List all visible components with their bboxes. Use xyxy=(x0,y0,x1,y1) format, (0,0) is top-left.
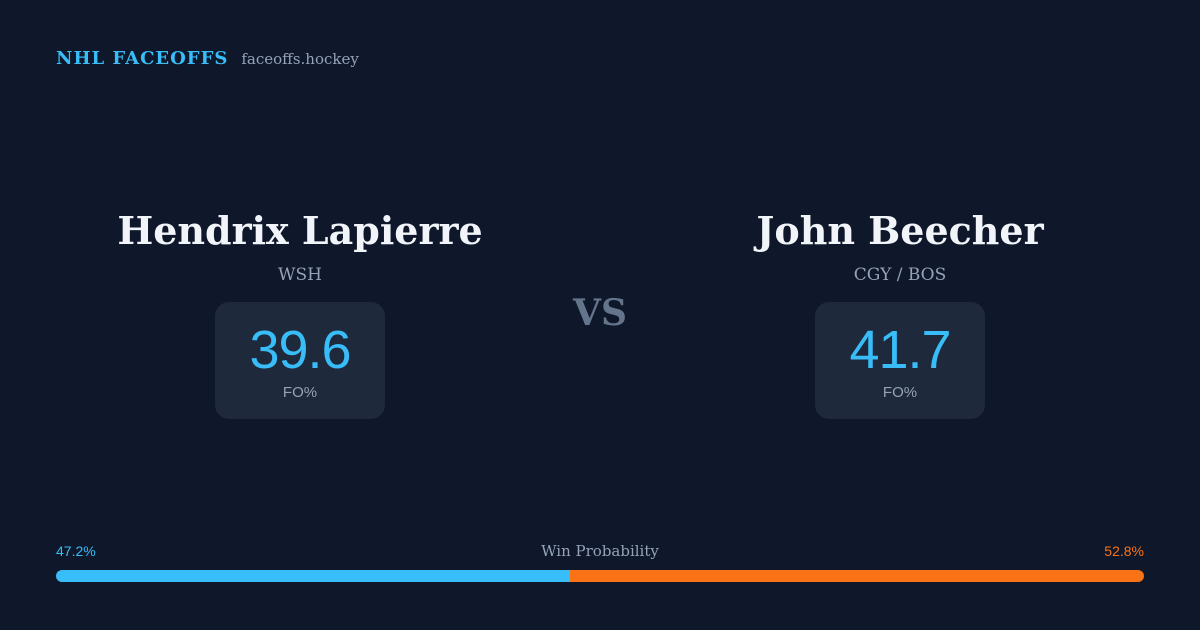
player-card: Hendrix Lapierre WSH 39.6 FO% xyxy=(0,203,600,419)
player-team: WSH xyxy=(278,265,322,285)
win-prob-label: 47.2% xyxy=(56,543,96,559)
versus: VS xyxy=(573,292,627,334)
player-name: John Beecher xyxy=(756,208,1044,253)
win-prob-segment xyxy=(569,570,1144,582)
brand: NHL FACEOFFS faceoffs.hockey xyxy=(56,48,359,69)
win-prob-segment xyxy=(56,570,570,582)
win-prob-label: 52.8% xyxy=(1104,543,1144,559)
faceoff-pct: 39.6 xyxy=(249,320,351,380)
brand-site: faceoffs.hockey xyxy=(241,50,359,68)
player-name: Hendrix Lapierre xyxy=(117,208,483,253)
player-card: John Beecher CGY / BOS 41.7 FO% xyxy=(600,203,1200,419)
win-prob-title: Win Probability xyxy=(541,542,659,560)
brand-title: NHL FACEOFFS xyxy=(56,48,229,69)
stat-label: FO% xyxy=(282,384,318,401)
win-prob-bar xyxy=(56,570,1144,582)
faceoff-pct: 41.7 xyxy=(849,320,951,380)
stat-box: 39.6 FO% xyxy=(215,302,385,419)
stat-box: 41.7 FO% xyxy=(815,302,985,419)
stat-label: FO% xyxy=(882,384,918,401)
player-team: CGY / BOS xyxy=(853,265,947,285)
